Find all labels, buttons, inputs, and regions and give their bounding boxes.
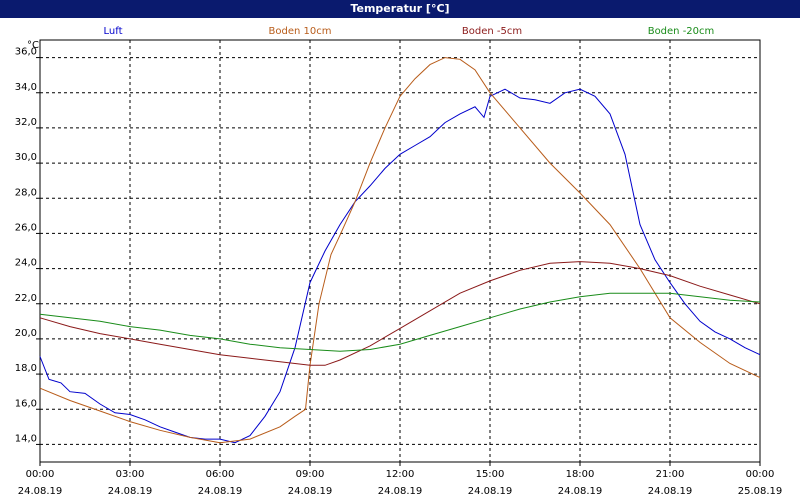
series-lines [39,57,761,444]
series-line-1 [39,57,761,444]
y-tick-label: 34,0 [15,82,37,93]
y-tick-label: 22,0 [15,293,37,304]
legend: Luft Boden 10cm Boden -5cm Boden -20cm [104,26,715,37]
y-tick-label: 36,0 [15,47,37,58]
x-tick-date-label: 25.08.19 [738,486,783,497]
grid [40,40,760,462]
x-tick-date-label: 24.08.19 [468,486,513,497]
x-tick-date-label: 24.08.19 [288,486,333,497]
legend-entry-0: Luft [104,26,123,37]
series-line-3 [39,292,761,352]
legend-entry-1: Boden 10cm [269,26,332,37]
x-tick-time-label: 03:00 [116,469,145,480]
x-tick-time-label: 15:00 [476,469,505,480]
x-tick-date-label: 24.08.19 [648,486,693,497]
temperature-chart: Luft Boden 10cm Boden -5cm Boden -20cm °C 1… [15,26,783,497]
y-axis-unit-label: °C [27,40,39,51]
x-tick-date-label: 24.08.19 [108,486,153,497]
y-tick-label: 16,0 [15,398,37,409]
series-line-0 [39,88,761,444]
y-tick-label: 28,0 [15,187,37,198]
x-tick-time-label: 00:00 [26,469,55,480]
x-tick-time-label: 09:00 [296,469,325,480]
y-tick-label: 32,0 [15,117,37,128]
x-tick-time-label: 06:00 [206,469,235,480]
x-tick-time-label: 21:00 [656,469,685,480]
legend-entry-3: Boden -20cm [648,26,715,37]
series-line-2 [39,261,761,366]
x-tick-date-label: 24.08.19 [18,486,63,497]
y-tick-label: 26,0 [15,222,37,233]
y-axis-ticks: 14,0 16,0 18,0 20,0 22,0 24,0 26,0 28,0 30,0 32,0… [15,47,40,445]
x-tick-date-label: 24.08.19 [378,486,423,497]
y-tick-label: 24,0 [15,258,37,269]
y-tick-label: 14,0 [15,433,37,444]
x-tick-date-label: 24.08.19 [198,486,243,497]
x-axis-ticks: 00:00 24.08.19 03:00 24.08.19 06:00 24.08.19 0… [18,462,783,497]
y-tick-label: 18,0 [15,363,37,374]
x-tick-date-label: 24.08.19 [558,486,603,497]
y-tick-label: 20,0 [15,328,37,339]
y-tick-label: 30,0 [15,152,37,163]
legend-entry-2: Boden -5cm [462,26,522,37]
x-tick-time-label: 00:00 [746,469,775,480]
chart-title: Temperatur [°C] [0,0,800,18]
x-tick-time-label: 18:00 [566,469,595,480]
x-tick-time-label: 12:00 [386,469,415,480]
